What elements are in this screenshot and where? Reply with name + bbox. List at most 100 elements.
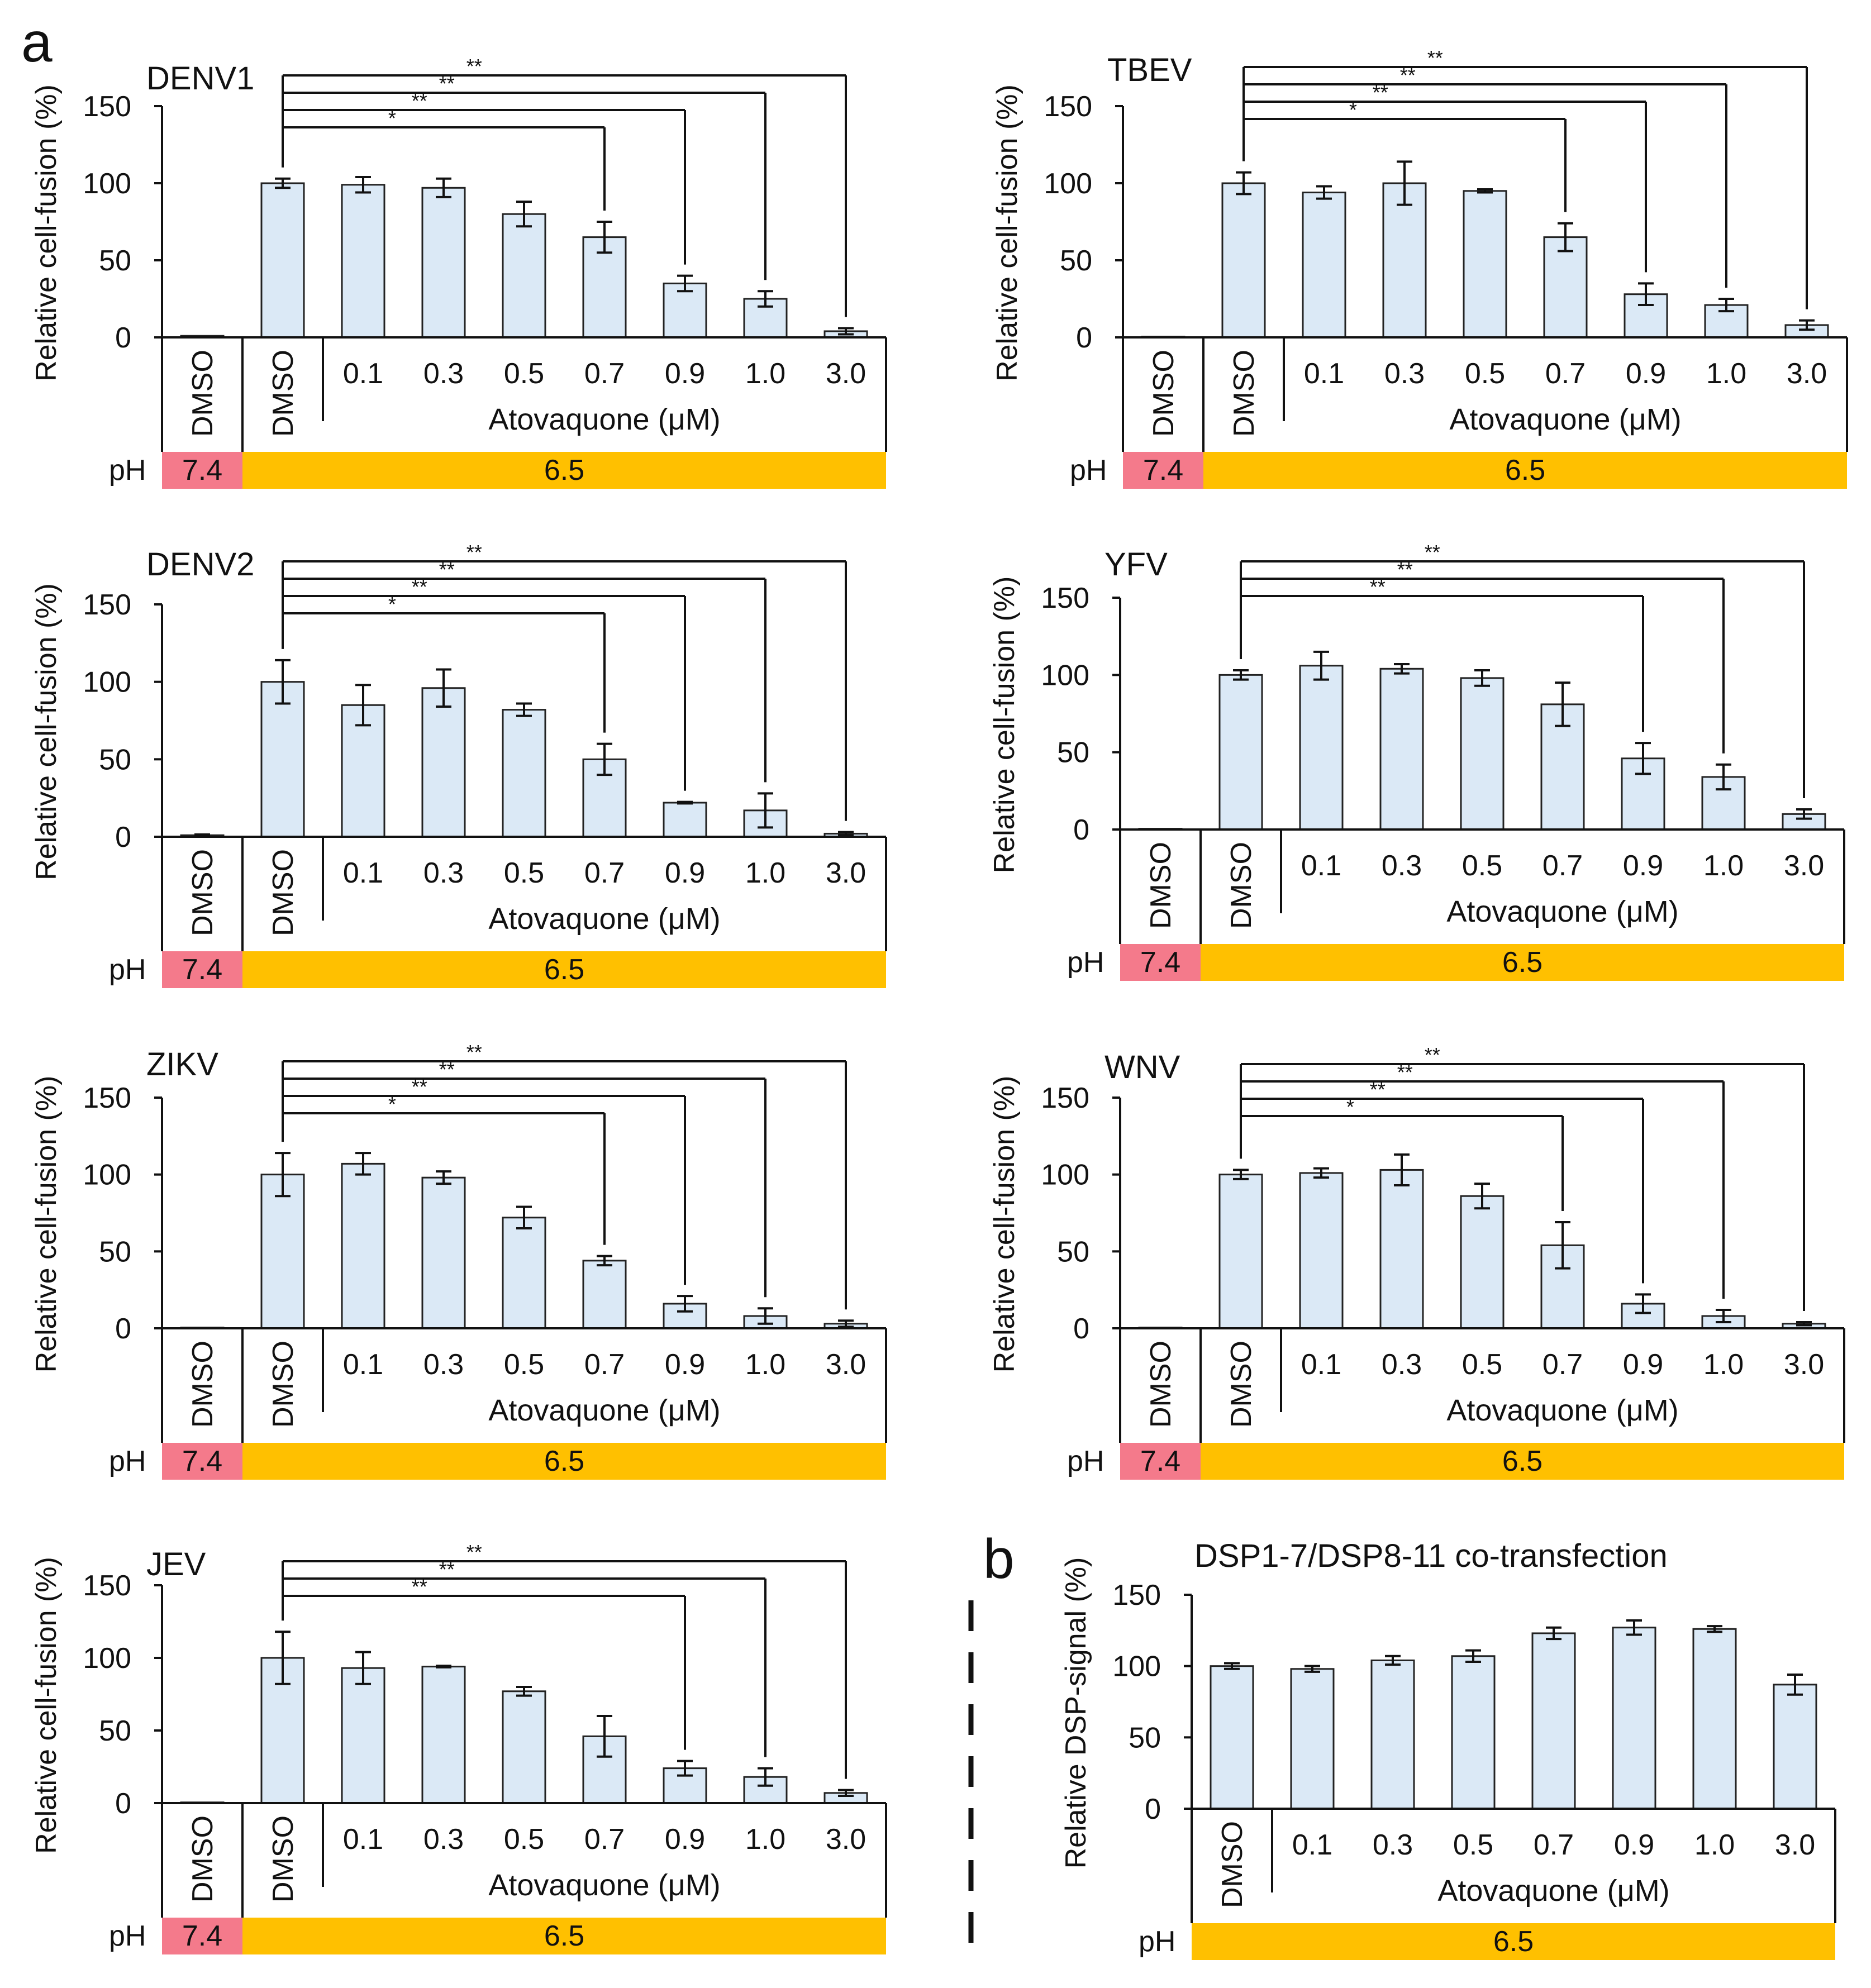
x-tick-label: 0.5 xyxy=(1462,1348,1502,1381)
y-tick-label: 100 xyxy=(83,666,131,699)
ph-acidic-value: 6.5 xyxy=(1502,946,1542,979)
x-tick-label: 1.0 xyxy=(745,857,785,889)
x-tick-label: 0.7 xyxy=(584,857,625,889)
x-tick-label: 0.7 xyxy=(584,1823,625,1856)
bar xyxy=(260,182,305,339)
bar xyxy=(1221,182,1266,339)
x-tick-label: 0.1 xyxy=(1304,357,1344,390)
ph-neutral-band xyxy=(162,1443,242,1480)
x-tick-label: 0.9 xyxy=(1614,1829,1654,1861)
x-tick-label: 0.5 xyxy=(504,857,544,889)
x-tick-label: 0.1 xyxy=(1301,1348,1341,1381)
y-tick-label: 100 xyxy=(1044,168,1092,200)
bar xyxy=(1692,1628,1737,1810)
bar xyxy=(502,1217,546,1329)
x-tick-label: 1.0 xyxy=(1706,357,1746,390)
y-axis-label: Relative cell-fusion (%) xyxy=(988,1076,1021,1373)
significance-marker: * xyxy=(388,1093,396,1115)
y-tick-label: 100 xyxy=(1041,659,1089,692)
y-tick-label: 0 xyxy=(115,1787,131,1820)
x-axis-label: Atovaquone (μM) xyxy=(488,1868,720,1902)
x-tick-label: 1.0 xyxy=(745,1823,785,1856)
bar xyxy=(1460,677,1505,831)
y-tick-label: 50 xyxy=(99,743,131,776)
x-tick-label: 0.7 xyxy=(1545,357,1586,390)
ph-neutral-value: 7.4 xyxy=(1140,1445,1180,1477)
chart-tbev: TBEV 0 50 100 150 Relative cell-fusion (%) DMS… xyxy=(991,46,1848,489)
ph-neutral-band xyxy=(162,951,242,988)
ph-acidic-value: 6.5 xyxy=(544,954,584,986)
y-tick-label: 0 xyxy=(115,322,131,354)
y-tick-label: 150 xyxy=(83,589,131,621)
x-tick-label: 0.9 xyxy=(1623,850,1663,882)
ph-acidic-value: 6.5 xyxy=(1502,1445,1542,1477)
x-tick-label: 0.3 xyxy=(1382,850,1422,882)
y-tick-label: 150 xyxy=(83,1082,131,1114)
ph-label: pH xyxy=(1139,1925,1175,1958)
x-tick-label: 0.3 xyxy=(1384,357,1425,390)
x-tick-label: DMSO xyxy=(1216,1821,1249,1908)
y-axis-label: Relative cell-fusion (%) xyxy=(30,84,63,382)
x-tick-label: 3.0 xyxy=(1775,1829,1815,1861)
chart-wnv: WNV 0 50 100 150 Relative cell-fusion (%) DMSO… xyxy=(988,1043,1845,1480)
bar xyxy=(1379,1169,1424,1329)
significance-marker: ** xyxy=(1427,46,1443,69)
bar xyxy=(1451,1655,1496,1810)
ph-acidic-band xyxy=(242,1918,886,1954)
y-tick-label: 0 xyxy=(115,1313,131,1345)
significance-marker: * xyxy=(388,107,396,130)
y-tick-label: 50 xyxy=(1057,1236,1089,1268)
y-tick-label: 0 xyxy=(1145,1793,1161,1825)
ph-label: pH xyxy=(109,1445,146,1477)
bar xyxy=(582,236,627,339)
chart-title: DENV2 xyxy=(146,546,254,583)
ph-neutral-value: 7.4 xyxy=(182,454,222,487)
x-tick-label: DMSO xyxy=(267,350,299,437)
y-tick-label: 100 xyxy=(1112,1651,1161,1683)
x-tick-label: 0.9 xyxy=(1623,1348,1663,1381)
y-tick-label: 150 xyxy=(83,1570,131,1602)
x-tick-label: DMSO xyxy=(1148,350,1180,437)
ph-label: pH xyxy=(1067,1445,1104,1477)
x-tick-label: 3.0 xyxy=(1784,850,1824,882)
bar xyxy=(421,1176,466,1329)
bar xyxy=(421,687,466,838)
x-tick-label: 0.7 xyxy=(1542,1348,1583,1381)
y-axis-label: Relative cell-fusion (%) xyxy=(30,1076,63,1373)
ph-neutral-band xyxy=(162,1918,242,1954)
ph-acidic-value: 6.5 xyxy=(544,454,584,487)
x-tick-label: DMSO xyxy=(267,1341,299,1428)
x-tick-label: 0.9 xyxy=(1626,357,1666,390)
charts: DENV1 0 50 100 150 Relative cell-fusion (%) DM… xyxy=(30,46,1848,1960)
ph-acidic-band xyxy=(242,452,886,489)
ph-neutral-band xyxy=(1123,452,1203,489)
x-tick-label: 0.3 xyxy=(423,357,464,390)
bar xyxy=(1210,1665,1254,1810)
x-tick-label: 0.7 xyxy=(584,357,625,390)
y-tick-label: 0 xyxy=(115,821,131,854)
x-tick-label: 0.1 xyxy=(343,857,383,889)
y-tick-label: 150 xyxy=(1112,1579,1161,1612)
significance-marker: ** xyxy=(466,1041,482,1064)
x-tick-label: DMSO xyxy=(1225,1341,1258,1428)
chart-title: WNV xyxy=(1104,1049,1180,1085)
x-tick-label: 1.0 xyxy=(745,1348,785,1381)
significance-marker: ** xyxy=(1425,541,1440,564)
x-tick-label: 1.0 xyxy=(1694,1829,1735,1861)
bar xyxy=(1531,1632,1576,1810)
x-tick-label: 0.7 xyxy=(1542,850,1583,882)
bar xyxy=(1773,1684,1817,1810)
bar xyxy=(663,282,707,339)
chart-yfv: YFV 0 50 100 150 Relative cell-fusion (%) DMSO… xyxy=(988,541,1845,981)
y-tick-label: 100 xyxy=(83,1642,131,1675)
x-axis-label: Atovaquone (μM) xyxy=(488,403,720,436)
ph-neutral-band xyxy=(162,452,242,489)
x-tick-label: DMSO xyxy=(187,849,219,936)
x-tick-label: 0.3 xyxy=(1382,1348,1422,1381)
chart-jev: JEV 0 50 100 150 Relative cell-fusion (%) DMSO… xyxy=(30,1541,887,1954)
ph-acidic-value: 6.5 xyxy=(544,1920,584,1952)
x-tick-label: DMSO xyxy=(187,1341,219,1428)
bar xyxy=(1299,665,1344,831)
ph-neutral-value: 7.4 xyxy=(182,954,222,986)
